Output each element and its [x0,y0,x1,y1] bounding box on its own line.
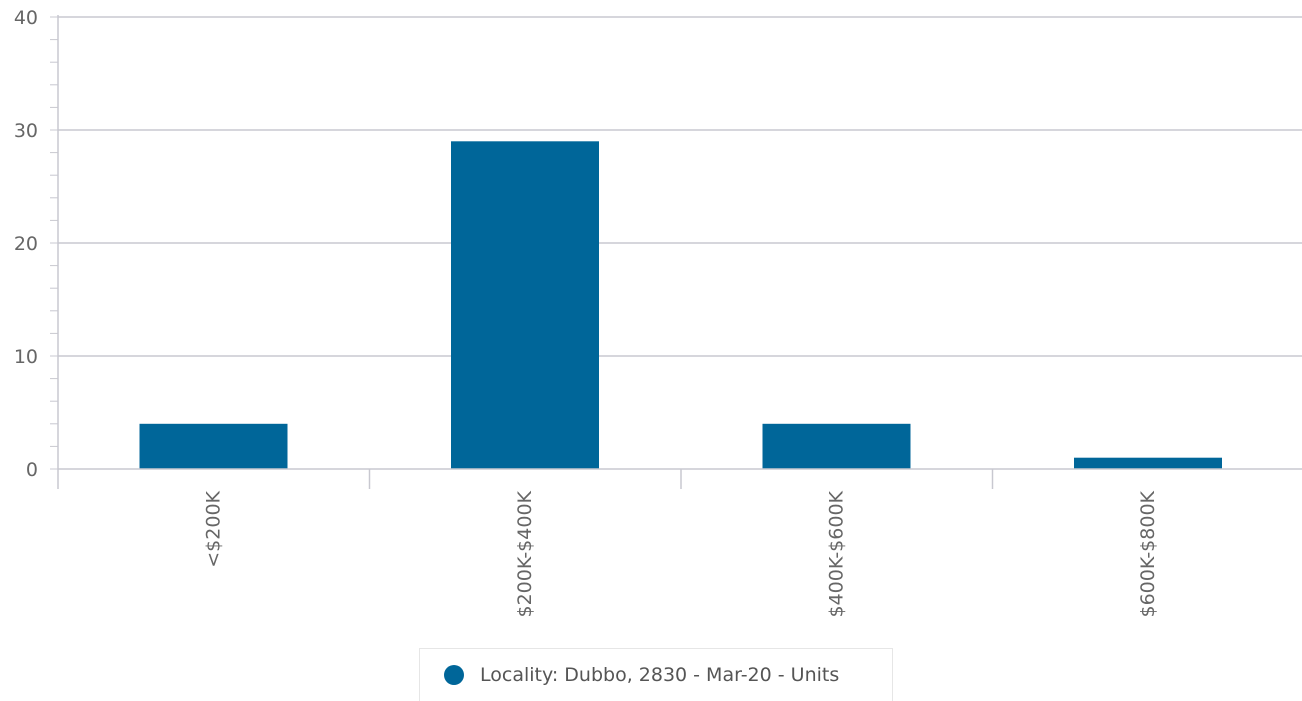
x-tick-label: $200K-$400K [514,490,536,617]
y-tick-label: 40 [14,7,38,29]
legend-marker-icon [444,665,464,685]
y-tick-label: 0 [26,459,38,481]
bar [139,423,288,469]
axes [57,15,1302,489]
y-axis-minor-ticks [50,16,58,470]
bar [762,423,911,469]
bar [451,141,599,470]
bar [1074,457,1222,469]
y-tick-label: 20 [14,233,38,255]
x-tick-labels: <$200K $200K-$400K $400K-$600K $600K-$800K [203,490,1160,617]
y-tick-label: 10 [14,346,38,368]
x-tick-label: $600K-$800K [1137,490,1159,617]
x-tick-label: <$200K [203,490,225,567]
legend-label: Locality: Dubbo, 2830 - Mar-20 - Units [480,664,840,686]
x-tick-label: $400K-$600K [826,490,848,617]
y-tick-labels: 0 10 20 30 40 [14,7,38,481]
y-tick-label: 30 [14,120,38,142]
bars [139,141,1222,470]
gridlines [58,16,1302,357]
legend[interactable]: Locality: Dubbo, 2830 - Mar-20 - Units [419,648,893,701]
bar-chart: 0 10 20 30 40 <$200K $200K-$400K $400K-$600K $6… [14,7,1302,618]
